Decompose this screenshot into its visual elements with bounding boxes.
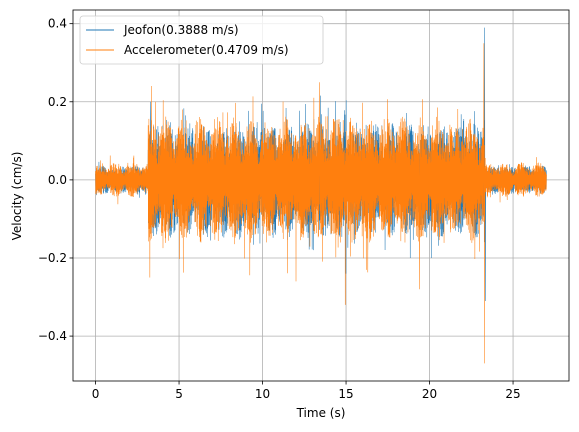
x-tick-label: 25: [505, 387, 520, 401]
y-tick-label: −0.4: [38, 329, 67, 343]
legend-label-accelerometer: Accelerometer(0.4709 m/s): [124, 43, 289, 57]
legend: Jeofon(0.3888 m/s) Accelerometer(0.4709 …: [79, 15, 324, 65]
x-axis-label: Time (s): [296, 406, 346, 420]
x-tick-label: 15: [338, 387, 353, 401]
x-tick-label: 10: [255, 387, 270, 401]
x-axis-ticks: 0 5 10 15 20 25: [92, 381, 521, 401]
legend-box: [79, 15, 324, 65]
x-tick-label: 20: [422, 387, 437, 401]
y-axis-label: Velocity (cm/s): [10, 152, 24, 241]
x-tick-label: 5: [175, 387, 183, 401]
legend-label-jeofon: Jeofon(0.3888 m/s): [123, 23, 239, 37]
y-axis-ticks: −0.4 −0.2 0.0 0.2 0.4: [38, 17, 73, 343]
series-layer: [95, 27, 547, 364]
series-line-1: [95, 43, 547, 364]
plot-frame: [72, 9, 570, 382]
y-tick-label: 0.4: [48, 17, 67, 31]
x-tick-label: 0: [92, 387, 100, 401]
y-tick-label: 0.0: [48, 173, 67, 187]
y-tick-label: −0.2: [38, 251, 67, 265]
y-tick-label: 0.2: [48, 95, 67, 109]
